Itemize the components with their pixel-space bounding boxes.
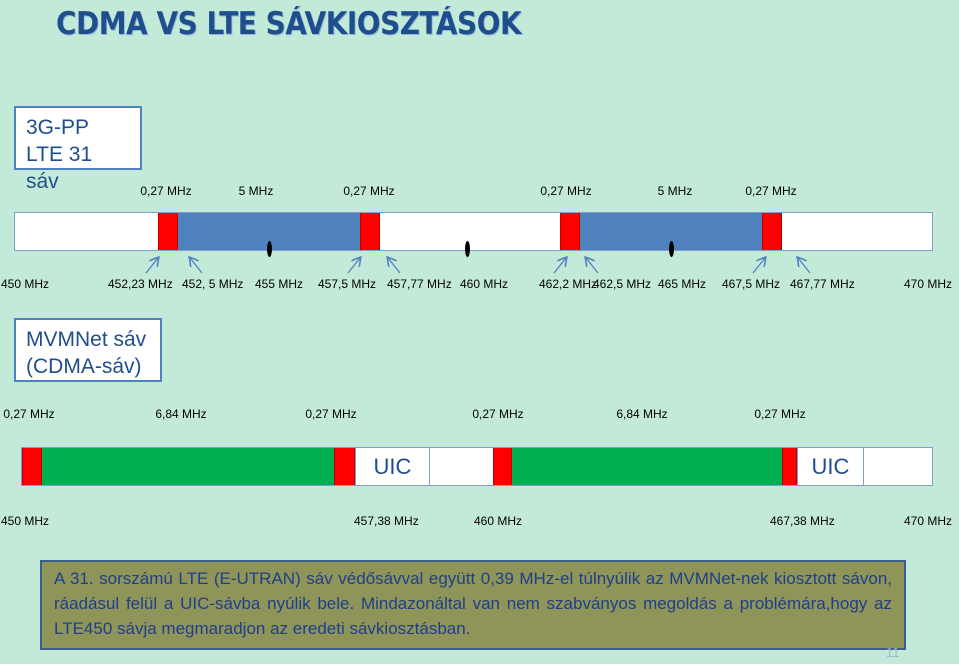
cdma-box-line2: (CDMA-sáv) bbox=[26, 355, 142, 378]
arrow-icon bbox=[388, 258, 401, 274]
cdma-frequency-label: 460 MHz bbox=[474, 514, 523, 528]
cdma-width-label: 6,84 MHz bbox=[155, 407, 207, 421]
lte-band-box: 3G-PP LTE 31 sáv bbox=[14, 106, 142, 193]
lte-width-label: 0,27 MHz bbox=[343, 184, 395, 198]
arrow-icon bbox=[798, 258, 811, 274]
lte-frequency-label: 457,5 MHz bbox=[318, 277, 377, 291]
lte-frequency-label: 467,5 MHz bbox=[722, 277, 781, 291]
arrow-icon bbox=[145, 258, 158, 274]
cdma-frequency-label: 467,38 MHz bbox=[770, 514, 835, 528]
cdma-width-label: 6,84 MHz bbox=[616, 407, 668, 421]
uic-band: UIC bbox=[355, 448, 429, 485]
arrow-icon bbox=[752, 258, 765, 274]
uic-band: UIC bbox=[797, 448, 863, 485]
lte-frequency-label: 457,77 MHz bbox=[387, 277, 452, 291]
lte-width-label: 0,27 MHz bbox=[140, 184, 192, 198]
cdma-downlink-band bbox=[512, 448, 782, 485]
uic-label: UIC bbox=[811, 453, 850, 479]
lte-width-label: 5 MHz bbox=[238, 184, 274, 198]
uic-label: UIC bbox=[373, 453, 412, 479]
gap-band bbox=[863, 448, 933, 485]
lte-band-bar bbox=[14, 212, 933, 251]
lte-frequency-label: 462,5 MHz bbox=[593, 277, 652, 291]
cdma-width-label: 0,27 MHz bbox=[305, 407, 357, 421]
lte-guard-band bbox=[560, 213, 580, 250]
lte-frequency-label: 460 MHz bbox=[460, 277, 509, 291]
gap-band bbox=[429, 448, 494, 485]
arrow-icon bbox=[553, 258, 566, 274]
explanation-note: A 31. sorszámú LTE (E-UTRAN) sáv védősáv… bbox=[40, 560, 906, 650]
cdma-guard-band bbox=[493, 448, 512, 485]
cdma-width-label: 0,27 MHz bbox=[3, 407, 55, 421]
lte-guard-band bbox=[762, 213, 782, 250]
center-frequency-marker bbox=[267, 241, 272, 257]
arrow-icon bbox=[190, 258, 203, 274]
lte-width-label: 0,27 MHz bbox=[540, 184, 592, 198]
lte-frequency-label: 452,23 MHz bbox=[108, 277, 173, 291]
cdma-guard-band bbox=[22, 448, 42, 485]
lte-box-line2: LTE 31 sáv bbox=[26, 143, 93, 193]
lte-frequency-label: 450 MHz bbox=[1, 277, 50, 291]
lte-frequency-label: 465 MHz bbox=[658, 277, 707, 291]
lte-width-label: 5 MHz bbox=[657, 184, 693, 198]
center-frequency-marker bbox=[669, 241, 674, 257]
cdma-frequency-label: 457,38 MHz bbox=[354, 514, 419, 528]
cdma-band-bar: UIC UIC bbox=[21, 447, 933, 486]
lte-frequency-label: 452, 5 MHz bbox=[182, 277, 244, 291]
frequency-pointer-arrows bbox=[145, 253, 811, 274]
cdma-width-label: 0,27 MHz bbox=[472, 407, 524, 421]
lte-guard-band bbox=[158, 213, 178, 250]
lte-frequency-label: 467,77 MHz bbox=[790, 277, 855, 291]
cdma-uplink-band bbox=[42, 448, 334, 485]
lte-box-line1: 3G-PP bbox=[26, 116, 90, 139]
cdma-width-label: 0,27 MHz bbox=[754, 407, 806, 421]
cdma-frequency-label: 450 MHz bbox=[1, 514, 50, 528]
lte-width-label: 0,27 MHz bbox=[745, 184, 797, 198]
cdma-guard-band bbox=[334, 448, 355, 485]
lte-frequency-label: 462,2 MHz bbox=[539, 277, 598, 291]
arrow-icon bbox=[586, 258, 599, 274]
page-title: CDMA VS LTE SÁVKIOSZTÁSOK bbox=[56, 6, 522, 42]
cdma-band-box: MVMNet sáv (CDMA-sáv) bbox=[14, 318, 162, 382]
page-number: 11 bbox=[886, 645, 900, 660]
lte-guard-band bbox=[360, 213, 380, 250]
lte-frequency-label: 455 MHz bbox=[255, 277, 304, 291]
cdma-frequency-label: 470 MHz bbox=[904, 514, 953, 528]
center-frequency-marker bbox=[465, 241, 470, 257]
arrow-icon bbox=[347, 258, 360, 274]
lte-frequency-label: 470 MHz bbox=[904, 277, 953, 291]
cdma-box-line1: MVMNet sáv bbox=[26, 328, 147, 351]
cdma-guard-band bbox=[782, 448, 797, 485]
